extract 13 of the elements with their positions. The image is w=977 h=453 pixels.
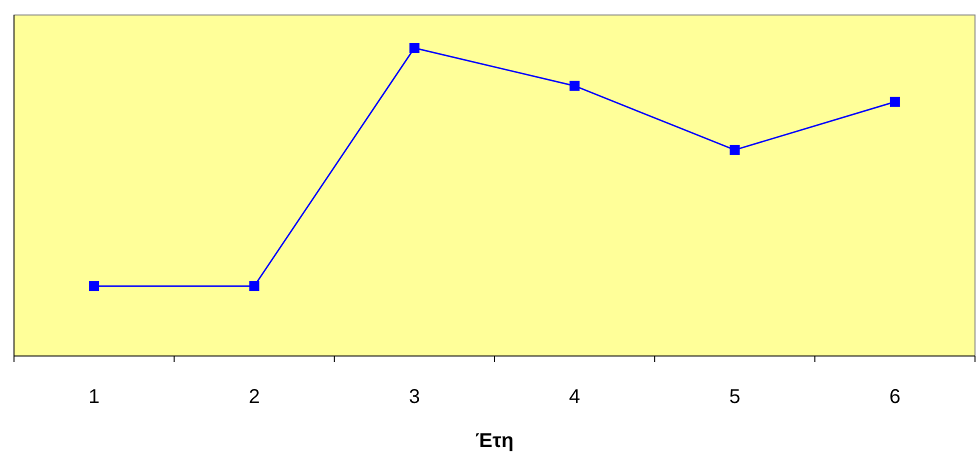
point xyxy=(89,281,100,292)
x-tick-label: 4 xyxy=(569,386,580,408)
point xyxy=(570,80,580,91)
x-tick-label: 2 xyxy=(248,386,260,408)
x-tick-label: 3 xyxy=(408,386,420,408)
x-tick-label: 5 xyxy=(729,386,740,408)
x-tick-label: 6 xyxy=(889,386,900,408)
point xyxy=(730,144,740,155)
x-axis-title: Έτη xyxy=(475,430,514,452)
x-tick-label: 1 xyxy=(88,386,100,408)
point xyxy=(409,42,420,53)
point xyxy=(249,281,260,292)
point xyxy=(890,96,900,107)
